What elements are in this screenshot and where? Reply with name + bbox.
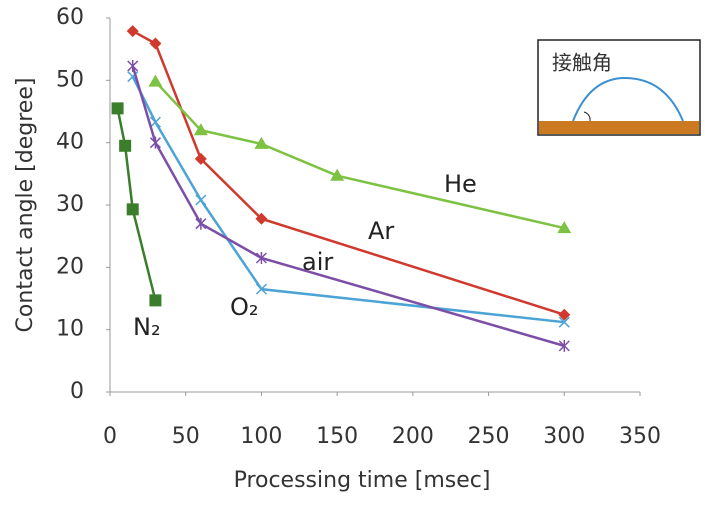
y-tick-label: 60: [56, 5, 84, 30]
marker: [149, 294, 162, 307]
marker: [255, 251, 267, 264]
y-tick-label: 10: [56, 317, 84, 342]
y-axis-title: Contact angle [degree]: [13, 78, 38, 333]
y-tick-label: 0: [70, 379, 84, 404]
marker: [149, 136, 161, 149]
series-line: [154, 80, 565, 230]
inset-substrate: [539, 121, 699, 134]
x-tick-label: 200: [392, 424, 434, 449]
series-line: [131, 65, 565, 348]
series-line: [131, 76, 565, 324]
marker: [127, 59, 139, 72]
series-label: O₂: [230, 293, 259, 321]
series: O₂: [127, 71, 570, 328]
x-tick-label: 300: [543, 424, 585, 449]
marker: [558, 316, 570, 328]
marker: [193, 123, 208, 136]
x-tick-label: 100: [240, 424, 282, 449]
marker: [149, 37, 162, 50]
marker: [126, 25, 139, 38]
marker: [255, 283, 267, 295]
inset-label: 接触角: [552, 51, 612, 75]
y-tick-label: 40: [56, 130, 84, 155]
marker: [557, 221, 572, 234]
marker: [111, 102, 124, 115]
marker: [195, 217, 207, 230]
y-tick-label: 30: [56, 192, 84, 217]
marker: [330, 168, 345, 181]
y-tick-label: 50: [56, 67, 84, 92]
series-label: Ar: [368, 217, 394, 245]
marker: [119, 139, 132, 152]
series: Ar: [126, 25, 571, 321]
series: He: [127, 59, 570, 352]
series: N₂: [111, 102, 162, 341]
x-tick-label: 150: [316, 424, 358, 449]
y-tick-label: 20: [56, 254, 84, 279]
marker: [194, 152, 207, 165]
marker: [558, 308, 571, 321]
marker: [255, 212, 268, 225]
marker: [558, 339, 570, 352]
marker: [254, 136, 269, 149]
inset-frame: [537, 39, 701, 136]
series-label: N₂: [133, 313, 161, 341]
x-tick-label: 350: [619, 424, 661, 449]
marker: [195, 194, 207, 206]
series-line: [132, 29, 565, 316]
marker: [126, 203, 139, 216]
inset-droplet: [572, 76, 684, 122]
x-axis-title: Processing time [msec]: [234, 468, 491, 493]
series-label: He: [444, 170, 477, 198]
marker: [148, 74, 163, 87]
series: air: [148, 74, 572, 276]
series-line: [116, 108, 157, 301]
x-tick-label: 0: [103, 424, 117, 449]
inset-angle: [583, 111, 591, 122]
x-tick-label: 250: [468, 424, 510, 449]
inset: 接触角: [537, 39, 701, 136]
marker: [149, 116, 161, 128]
x-tick-label: 50: [172, 424, 200, 449]
